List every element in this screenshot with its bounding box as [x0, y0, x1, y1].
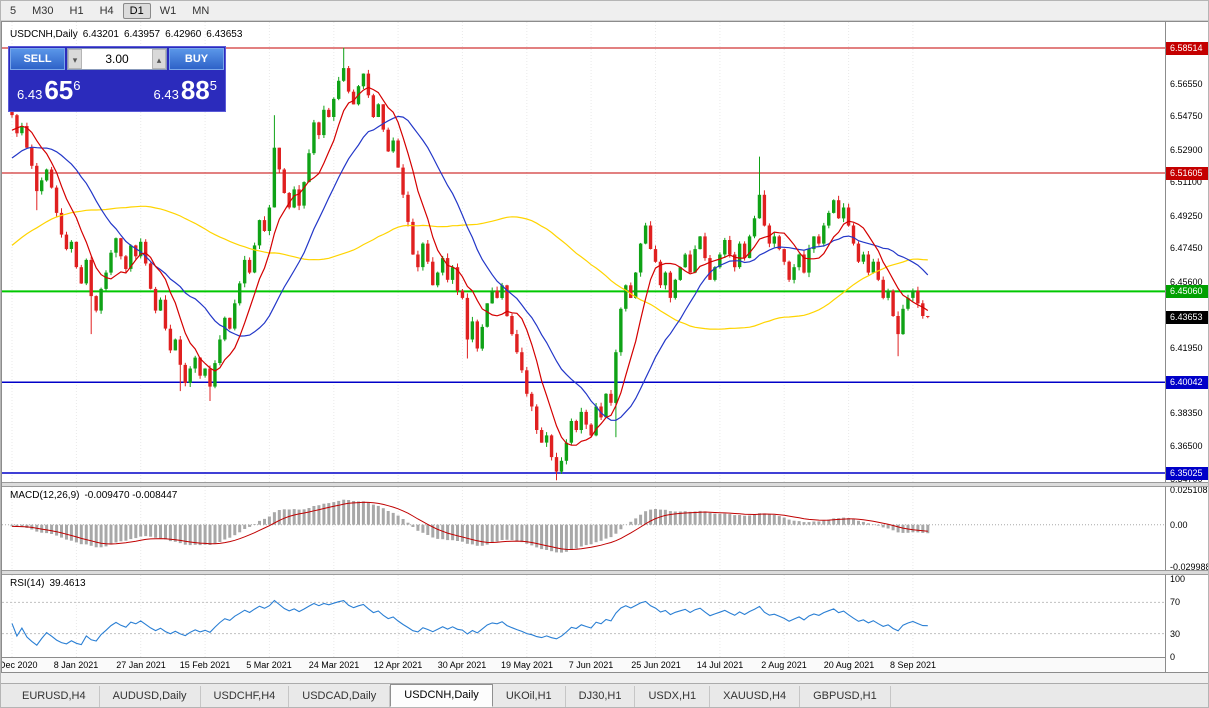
- buy-button[interactable]: BUY: [169, 48, 224, 70]
- price-axis[interactable]: 6.56550 6.54750 6.52900 6.51100 6.49250 6.474…: [1165, 22, 1209, 672]
- chart-plot[interactable]: USDCNH,Daily 6.43201 6.43957 6.42960 6.43653…: [2, 22, 1165, 672]
- time-axis[interactable]: 19 Dec 2020 8 Jan 2021 27 Jan 2021 15 Feb 2…: [2, 657, 1165, 672]
- ohlc-open: 6.43201: [82, 29, 119, 40]
- time-axis-label: 15 Feb 2021: [179, 660, 231, 670]
- time-axis-label: 30 Apr 2021: [437, 660, 487, 670]
- timeframe-button-d1[interactable]: D1: [122, 2, 151, 19]
- price-level-badge: 6.40042: [1166, 376, 1208, 389]
- chart-tab-usdcad-daily[interactable]: USDCAD,Daily: [289, 686, 391, 707]
- chart-tab-gbpusd-h1[interactable]: GBPUSD,H1: [800, 686, 891, 707]
- time-axis-label: 8 Jan 2021: [53, 660, 99, 670]
- panel-splitter-rsi[interactable]: [2, 570, 1208, 575]
- volume-decrease-icon[interactable]: ▾: [68, 49, 82, 69]
- time-axis-label: 27 Jan 2021: [116, 660, 166, 670]
- rsi-value: 39.4613: [49, 578, 86, 589]
- sell-price[interactable]: 6.43656: [17, 74, 81, 105]
- time-axis-label: 2 Aug 2021: [761, 660, 807, 670]
- macd-axis-tick: 0.00: [1170, 520, 1188, 530]
- price-axis-tick: 6.51100: [1170, 177, 1202, 187]
- volume-increase-icon[interactable]: ▴: [152, 49, 166, 69]
- price-axis-tick: 6.52900: [1170, 145, 1203, 155]
- price-axis-tick: 6.38350: [1170, 408, 1203, 418]
- price-level-badge: 6.35025: [1166, 467, 1208, 480]
- rsi-axis-tick: 100: [1170, 574, 1186, 584]
- time-axis-label: 14 Jul 2021: [696, 660, 744, 670]
- chart-symbol-title: USDCNH,Daily: [10, 29, 78, 40]
- time-axis-label: 7 Jun 2021: [568, 660, 614, 670]
- rsi-label: RSI(14) 39.4613: [10, 578, 91, 589]
- chart-tab-usdchf-h4[interactable]: USDCHF,H4: [201, 686, 290, 707]
- chart-tab-dj30-h1[interactable]: DJ30,H1: [566, 686, 636, 707]
- macd-axis-tick: -0.029988: [1170, 562, 1209, 572]
- rsi-axis-tick: 70: [1170, 597, 1181, 607]
- time-axis-label: 8 Sep 2021: [889, 660, 937, 670]
- price-axis-tick: 6.45600: [1170, 277, 1203, 287]
- rsi-axis-tick: 30: [1170, 629, 1181, 639]
- ohlc-low: 6.42960: [165, 29, 202, 40]
- rsi-indicator-panel[interactable]: [2, 575, 1165, 657]
- chart-tab-xauusd-h4[interactable]: XAUUSD,H4: [710, 686, 801, 707]
- timeframe-button-5[interactable]: 5: [10, 4, 17, 17]
- price-axis-tick: 6.54750: [1170, 111, 1203, 121]
- time-axis-label: 12 Apr 2021: [373, 660, 423, 670]
- macd-values: -0.009470 -0.008447: [84, 490, 178, 501]
- chart-tab-audusd-daily[interactable]: AUDUSD,Daily: [100, 686, 201, 707]
- macd-name: MACD(12,26,9): [10, 490, 80, 501]
- time-axis-label: 20 Aug 2021: [823, 660, 875, 670]
- ohlc-high: 6.43957: [123, 29, 161, 40]
- sell-button[interactable]: SELL: [10, 48, 65, 70]
- price-level-badge: 6.45060: [1166, 285, 1208, 298]
- rsi-name: RSI(14): [10, 578, 45, 589]
- one-click-trading-panel: SELL ▾ 3.00 ▴ BUY 6.43656 6.43885: [8, 46, 226, 112]
- timeframe-button-h1[interactable]: H1: [69, 4, 84, 17]
- buy-price[interactable]: 6.43885: [153, 74, 217, 105]
- timeframe-button-m30[interactable]: M30: [32, 4, 54, 17]
- timeframe-button-w1[interactable]: W1: [159, 4, 177, 17]
- panel-splitter-macd[interactable]: [2, 482, 1208, 487]
- time-axis-label: 19 May 2021: [500, 660, 554, 670]
- price-axis-tick: 6.47450: [1170, 243, 1203, 253]
- volume-value[interactable]: 3.00: [105, 52, 129, 66]
- chart-tab-ukoil-h1[interactable]: UKOil,H1: [493, 686, 566, 707]
- price-level-badge: 6.58514: [1166, 42, 1208, 55]
- price-axis-tick: 6.41950: [1170, 343, 1203, 353]
- timeframe-button-mn[interactable]: MN: [192, 4, 210, 17]
- macd-label: MACD(12,26,9) -0.009470 -0.008447: [10, 490, 182, 501]
- chart-tabs-bar: EURUSD,H4 AUDUSD,Daily USDCHF,H4 USDCAD,Dai…: [1, 683, 1208, 707]
- time-axis-label: 19 Dec 2020: [2, 660, 38, 670]
- macd-indicator-panel[interactable]: [2, 487, 1165, 570]
- macd-axis-tick: 0.025108: [1170, 485, 1208, 495]
- main-price-chart[interactable]: [2, 22, 1165, 482]
- price-axis-tick: 6.36500: [1170, 441, 1203, 451]
- ohlc-close: 6.43653: [206, 29, 243, 40]
- chart-tab-eurusd-h4[interactable]: EURUSD,H4: [9, 686, 100, 707]
- timeframe-button-h4[interactable]: H4: [99, 4, 114, 17]
- current-price-badge: 6.43653: [1166, 311, 1208, 324]
- timeframe-toolbar: 5 M30 H1 H4 D1 W1 MN: [1, 1, 1208, 21]
- chart-tab-usdcnh-daily[interactable]: USDCNH,Daily: [390, 684, 493, 707]
- volume-spinner[interactable]: ▾ 3.00 ▴: [67, 48, 167, 70]
- rsi-axis-tick: 0: [1170, 652, 1176, 662]
- time-axis-label: 25 Jun 2021: [631, 660, 681, 670]
- price-axis-tick: 6.49250: [1170, 211, 1203, 221]
- chart-tab-usdx-h1[interactable]: USDX,H1: [635, 686, 711, 707]
- price-level-badge: 6.51605: [1166, 167, 1208, 180]
- chart-ohlc-header: USDCNH,Daily 6.43201 6.43957 6.42960 6.43653: [10, 29, 247, 40]
- time-axis-label: 24 Mar 2021: [308, 660, 360, 670]
- time-axis-label: 5 Mar 2021: [246, 660, 292, 670]
- price-axis-tick: 6.56550: [1170, 79, 1203, 89]
- chart-window: USDCNH,Daily 6.43201 6.43957 6.42960 6.43653…: [1, 21, 1209, 673]
